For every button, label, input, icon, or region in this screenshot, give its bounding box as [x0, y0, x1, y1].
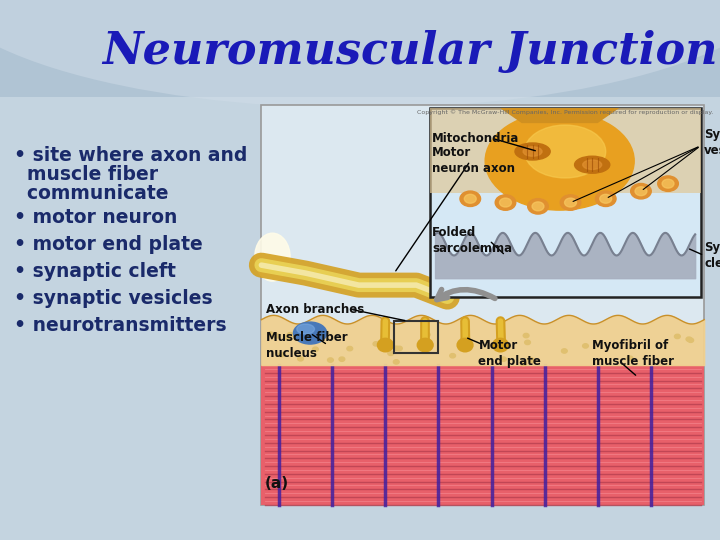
Ellipse shape [575, 156, 610, 173]
Circle shape [274, 334, 279, 338]
Ellipse shape [294, 322, 327, 344]
Circle shape [532, 202, 544, 211]
Ellipse shape [255, 233, 290, 281]
Polygon shape [500, 108, 619, 123]
Text: (a): (a) [265, 476, 289, 491]
Text: • synaptic vesicles: • synaptic vesicles [14, 289, 213, 308]
Circle shape [495, 195, 516, 210]
Text: Motor
neuron axon: Motor neuron axon [432, 146, 516, 176]
Circle shape [529, 359, 535, 363]
Circle shape [564, 198, 577, 207]
Circle shape [627, 356, 633, 360]
Text: Muscle fiber
nucleus: Muscle fiber nucleus [266, 330, 348, 360]
Ellipse shape [485, 112, 634, 210]
Ellipse shape [515, 143, 550, 160]
Circle shape [635, 187, 647, 195]
Text: communicate: communicate [14, 184, 169, 202]
Circle shape [658, 176, 678, 191]
Text: muscle fiber: muscle fiber [14, 165, 158, 184]
Circle shape [525, 340, 531, 345]
FancyBboxPatch shape [261, 105, 704, 505]
Ellipse shape [457, 338, 473, 352]
Text: Folded
sarcolemma: Folded sarcolemma [432, 226, 513, 255]
Circle shape [675, 334, 680, 339]
Circle shape [523, 333, 529, 338]
Circle shape [450, 354, 456, 358]
Circle shape [521, 361, 526, 366]
Circle shape [686, 337, 692, 341]
Text: Neuromuscular Junction: Neuromuscular Junction [103, 30, 718, 73]
Circle shape [373, 342, 379, 346]
Circle shape [328, 358, 333, 362]
Circle shape [268, 332, 274, 336]
Text: Synaptic
vesicles: Synaptic vesicles [704, 127, 720, 157]
Bar [0, 97, 720, 540]
Circle shape [500, 357, 506, 361]
Circle shape [339, 357, 345, 361]
Circle shape [393, 360, 399, 364]
Circle shape [528, 357, 534, 362]
Text: Axon branches: Axon branches [266, 302, 364, 315]
Circle shape [464, 194, 476, 203]
Text: Mitochondria: Mitochondria [432, 132, 520, 145]
Ellipse shape [0, 0, 720, 108]
Circle shape [284, 335, 290, 340]
Text: Synaptic
cleft: Synaptic cleft [704, 241, 720, 270]
Text: Motor
end plate: Motor end plate [478, 339, 541, 368]
Ellipse shape [297, 324, 315, 334]
Circle shape [631, 184, 652, 199]
Circle shape [347, 347, 353, 351]
Circle shape [424, 333, 430, 337]
Bar [430, 108, 701, 193]
Text: • motor end plate: • motor end plate [14, 235, 203, 254]
Circle shape [297, 356, 303, 361]
Circle shape [582, 344, 588, 348]
Circle shape [279, 353, 284, 357]
Circle shape [287, 333, 293, 337]
Circle shape [600, 194, 612, 203]
Circle shape [528, 199, 549, 214]
Bar [261, 365, 704, 505]
Text: Myofibril of
muscle fiber: Myofibril of muscle fiber [592, 339, 674, 368]
Text: • synaptic cleft: • synaptic cleft [14, 262, 176, 281]
Circle shape [595, 191, 616, 206]
Text: • site where axon and: • site where axon and [14, 146, 248, 165]
Ellipse shape [418, 338, 433, 352]
FancyArrowPatch shape [437, 289, 495, 300]
Circle shape [662, 179, 674, 188]
Circle shape [500, 198, 511, 207]
Circle shape [388, 351, 394, 355]
Bar [0, 0, 720, 97]
Text: • neurotransmitters: • neurotransmitters [14, 316, 227, 335]
Circle shape [312, 347, 318, 352]
Circle shape [460, 338, 466, 342]
Ellipse shape [492, 338, 508, 352]
Circle shape [560, 195, 581, 210]
Circle shape [397, 346, 402, 350]
Text: Copyright © The McGraw-Hill Companies, Inc. Permission required for reproduction: Copyright © The McGraw-Hill Companies, I… [417, 110, 714, 115]
Text: • motor neuron: • motor neuron [14, 208, 178, 227]
Ellipse shape [377, 338, 393, 352]
Ellipse shape [582, 160, 602, 170]
Circle shape [393, 346, 399, 350]
Ellipse shape [524, 125, 606, 178]
Circle shape [460, 191, 480, 206]
Circle shape [688, 338, 693, 342]
Ellipse shape [523, 147, 542, 156]
FancyBboxPatch shape [430, 108, 701, 297]
Circle shape [562, 349, 567, 353]
